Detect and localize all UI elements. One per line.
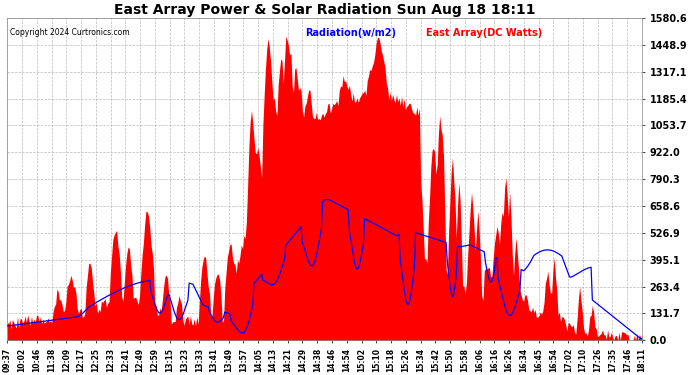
Text: Copyright 2024 Curtronics.com: Copyright 2024 Curtronics.com xyxy=(10,28,130,37)
Text: Radiation(w/m2): Radiation(w/m2) xyxy=(306,28,397,38)
Title: East Array Power & Solar Radiation Sun Aug 18 18:11: East Array Power & Solar Radiation Sun A… xyxy=(114,3,535,17)
Text: East Array(DC Watts): East Array(DC Watts) xyxy=(426,28,542,38)
